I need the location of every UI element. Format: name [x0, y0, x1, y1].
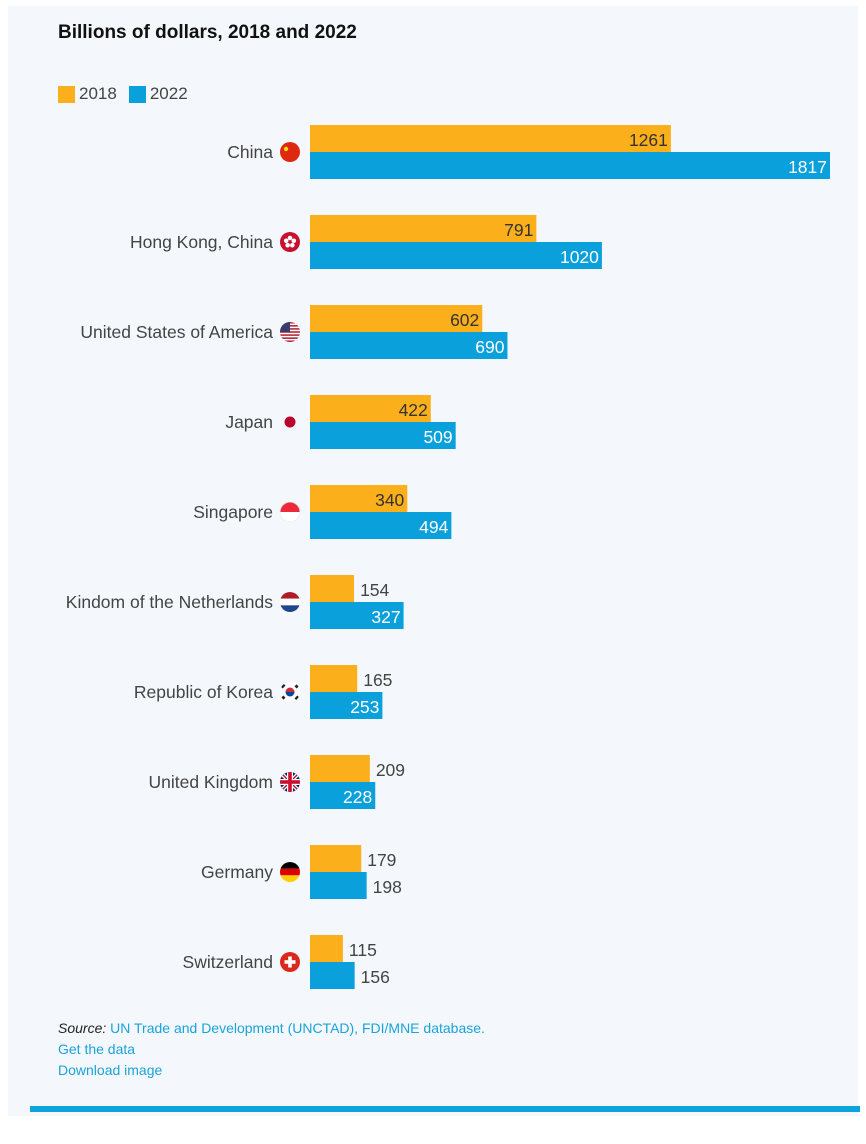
bar-2018: [310, 485, 408, 512]
data-label-2022: 228: [343, 787, 372, 807]
bar-2018: [310, 305, 483, 332]
data-label-2022: 198: [373, 877, 402, 897]
bar-2018: [310, 125, 671, 152]
singapore-flag-icon: [280, 502, 300, 522]
bar-2022: [310, 692, 383, 719]
data-label-2018: 340: [375, 490, 404, 510]
data-label-2018: 602: [450, 310, 479, 330]
category-label: Republic of Korea: [134, 682, 273, 702]
category-label: Switzerland: [183, 952, 273, 972]
uk-flag-icon: [280, 772, 300, 792]
legend-label-2018: 2018: [79, 84, 117, 103]
category-label: Kindom of the Netherlands: [66, 592, 273, 612]
source-block: Source: UN Trade and Development (UNCTAD…: [58, 1018, 485, 1081]
data-label-2018: 154: [360, 580, 389, 600]
germany-flag-icon: [280, 862, 300, 882]
source-label: Source:: [58, 1020, 107, 1036]
data-label-2018: 1261: [629, 130, 668, 150]
japan-flag-icon: [284, 416, 296, 428]
legend-swatch-2018: [58, 85, 75, 103]
china-flag-icon: [280, 142, 300, 162]
chart-card: [8, 6, 858, 1116]
legend: 2018 2022: [58, 84, 200, 104]
category-label: China: [227, 142, 273, 162]
bar-2018: [310, 575, 355, 602]
bar-2018: [310, 395, 431, 422]
download-image-link[interactable]: Download image: [58, 1062, 163, 1078]
bar-2022: [310, 512, 452, 539]
data-label-2022: 690: [475, 337, 504, 357]
category-label: United Kingdom: [148, 772, 273, 792]
bar-2022: [310, 242, 602, 269]
data-label-2018: 209: [376, 760, 405, 780]
bar-2022: [310, 782, 376, 809]
bar-2022: [310, 962, 355, 989]
bar-2022: [310, 152, 830, 179]
bar-2018: [310, 935, 343, 962]
usa-flag-icon: [280, 322, 300, 342]
bar-2018: [310, 215, 537, 242]
bar-2018: [310, 845, 362, 872]
data-label-2022: 1817: [788, 157, 827, 177]
data-label-2018: 791: [504, 220, 533, 240]
netherlands-flag-icon: [280, 592, 300, 612]
bar-2018: [310, 665, 358, 692]
bar-2022: [310, 872, 367, 899]
legend-swatch-2022: [128, 85, 146, 103]
bar-2022: [310, 602, 404, 629]
switzerland-flag-icon: [280, 952, 300, 972]
korea-flag-icon: [280, 682, 300, 702]
category-label: Singapore: [193, 502, 273, 522]
source-line: Source: UN Trade and Development (UNCTAD…: [58, 1018, 485, 1039]
data-label-2018: 179: [367, 850, 396, 870]
source-link[interactable]: UN Trade and Development (UNCTAD), FDI/M…: [110, 1020, 485, 1036]
hong-kong-flag-icon: [280, 232, 300, 252]
data-label-2022: 494: [419, 517, 448, 537]
bar-2022: [310, 332, 508, 359]
legend-label-2022: 2022: [149, 84, 188, 103]
data-label-2022: 253: [350, 697, 379, 717]
category-label: Japan: [225, 412, 273, 432]
data-label-2022: 327: [371, 607, 400, 627]
data-label-2022: 509: [423, 427, 452, 447]
chart-title: Billions of dollars, 2018 and 2022: [58, 22, 357, 43]
data-label-2018: 115: [349, 940, 377, 960]
category-label: Hong Kong, China: [130, 232, 273, 252]
bottom-rule: [30, 1106, 860, 1112]
get-data-link[interactable]: Get the data: [58, 1041, 136, 1057]
data-label-2018: 422: [399, 400, 428, 420]
category-label: Germany: [201, 862, 273, 882]
data-label-2018: 165: [363, 670, 392, 690]
category-label: United States of America: [80, 322, 273, 342]
data-label-2022: 1020: [560, 247, 599, 267]
data-label-2022: 156: [361, 967, 390, 987]
bar-2018: [310, 755, 370, 782]
bar-2022: [310, 422, 456, 449]
